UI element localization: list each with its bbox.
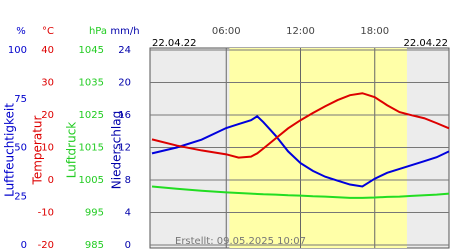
y-tick-label: 24 xyxy=(118,45,131,56)
y-tick-label: 100 xyxy=(8,45,27,56)
y-tick-label: 25 xyxy=(14,191,27,202)
y-tick-label: 1045 xyxy=(79,45,104,56)
axis-unit: mm/h xyxy=(110,26,139,37)
y-tick-label: 1025 xyxy=(79,110,104,121)
y-tick-label: 4 xyxy=(125,208,131,219)
x-tick-label: 18:00 xyxy=(360,26,389,37)
axis-title: Luftdruck xyxy=(65,122,79,179)
y-tick-label: 1035 xyxy=(79,78,104,89)
grid xyxy=(150,48,449,248)
y-tick-label: 20 xyxy=(118,78,131,89)
x-tick-label: 12:00 xyxy=(286,26,315,37)
y-tick-label: 1015 xyxy=(79,143,104,154)
y-tick-label: 0 xyxy=(125,240,131,250)
footer: Erstellt: 09.05.2025 10:07 xyxy=(175,236,306,247)
axis-unit: hPa xyxy=(89,26,107,37)
y-tick-label: 995 xyxy=(85,208,104,219)
axis-title: Niederschlag xyxy=(110,111,124,189)
axis-unit: °C xyxy=(42,26,54,37)
y-tick-label: -20 xyxy=(38,240,54,250)
y-tick-label: 10 xyxy=(41,143,54,154)
lines xyxy=(151,92,450,199)
axis-title: Temperatur xyxy=(31,115,45,185)
series-line xyxy=(151,185,450,199)
x-tick-label: 06:00 xyxy=(212,26,241,37)
y-tick-label: 20 xyxy=(41,110,54,121)
date-right: 22.04.22 xyxy=(403,38,448,49)
y-tick-label: 8 xyxy=(125,175,131,186)
y-tick-label: 0 xyxy=(48,175,54,186)
y-tick-label: 30 xyxy=(41,78,54,89)
y-tick-label: 50 xyxy=(14,143,27,154)
series-line xyxy=(151,115,450,188)
axis-unit: % xyxy=(16,26,26,37)
y-tick-label: 40 xyxy=(41,45,54,56)
y-tick-label: 12 xyxy=(118,143,131,154)
date-left: 22.04.22 xyxy=(152,38,197,49)
axis-title: Luftfeuchtigkeit xyxy=(3,103,17,197)
series-line xyxy=(151,92,450,159)
y-tick-label: 16 xyxy=(118,110,131,121)
y-tick-label: 985 xyxy=(85,240,104,250)
y-tick-label: 1005 xyxy=(79,175,104,186)
y-tick-label: 75 xyxy=(14,94,27,105)
y-tick-label: 0 xyxy=(21,240,27,250)
y-tick-label: -10 xyxy=(38,208,54,219)
